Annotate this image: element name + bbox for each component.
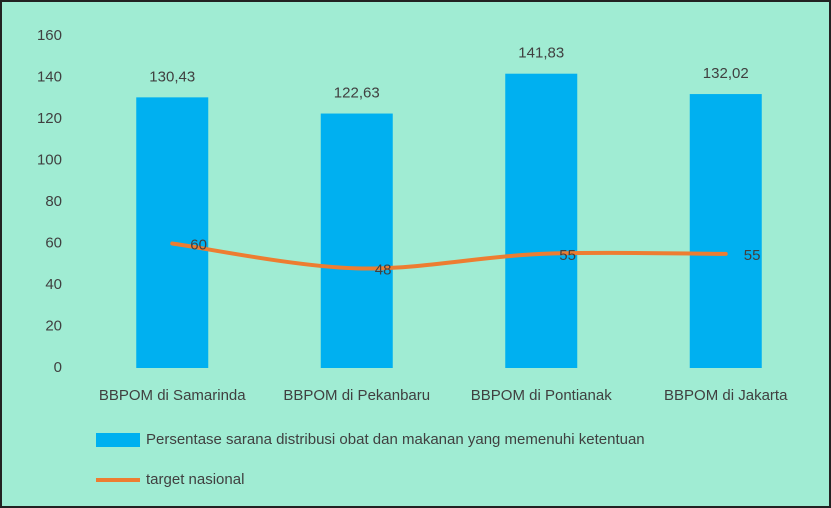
y-tick-label: 80 (45, 193, 62, 210)
data-label: 132,02 (703, 65, 749, 82)
data-label: 130,43 (149, 68, 195, 85)
x-tick-label: BBPOM di Jakarta (664, 387, 788, 404)
data-label: 55 (744, 247, 761, 264)
x-tick-label: BBPOM di Pontianak (471, 387, 612, 404)
x-tick-label: BBPOM di Samarinda (99, 387, 246, 404)
bar (689, 94, 762, 368)
data-label: 141,83 (518, 45, 564, 62)
y-tick-label: 120 (37, 110, 62, 127)
y-tick-label: 0 (54, 359, 62, 376)
y-tick-label: 100 (37, 151, 62, 168)
legend-swatch (96, 433, 140, 447)
legend-label: Persentase sarana distribusi obat dan ma… (146, 431, 645, 448)
y-tick-label: 160 (37, 27, 62, 44)
y-tick-label: 40 (45, 276, 62, 293)
line (170, 241, 728, 271)
data-label: 48 (375, 261, 392, 278)
data-label: 55 (559, 247, 576, 264)
y-tick-label: 20 (45, 317, 62, 334)
y-tick-label: 140 (37, 68, 62, 85)
x-tick-label: BBPOM di Pekanbaru (283, 387, 430, 404)
y-tick-label: 60 (45, 234, 62, 251)
bar (505, 73, 578, 368)
bar (320, 113, 393, 368)
legend-label: target nasional (146, 471, 244, 488)
data-label: 60 (190, 236, 207, 253)
bar (136, 97, 209, 368)
data-label: 122,63 (334, 85, 380, 102)
